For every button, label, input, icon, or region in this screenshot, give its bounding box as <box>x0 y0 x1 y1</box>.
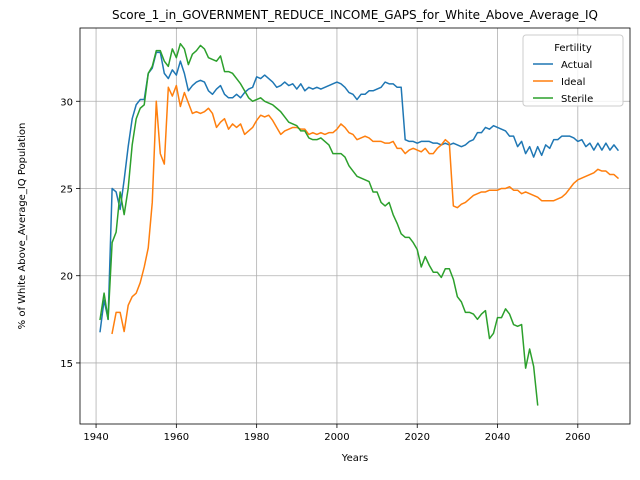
legend: Fertility Actual Ideal Sterile <box>522 34 624 107</box>
x-tick-label: 2020 <box>404 432 429 443</box>
x-tick-label: 2040 <box>485 432 510 443</box>
legend-box <box>522 34 624 107</box>
y-tick-label: 30 <box>60 97 73 108</box>
legend-entries: Actual Ideal Sterile <box>533 60 593 105</box>
series-lines <box>99 42 620 406</box>
y-tick-label: 20 <box>60 272 73 283</box>
legend-title: Fertility <box>554 43 592 54</box>
plot-area-frame <box>79 27 631 425</box>
x-axis-ticks: 1940 1960 1980 2000 2020 2040 2060 <box>83 424 591 443</box>
legend-label-ideal: Ideal <box>561 77 585 88</box>
x-tick-label: 2060 <box>565 432 590 443</box>
y-axis-ticks: 15 20 25 30 <box>60 97 80 370</box>
legend-label-sterile: Sterile <box>561 94 593 105</box>
y-tick-label: 25 <box>60 184 73 195</box>
y-axis-label: % of White Above_Average_IQ Population <box>17 123 28 330</box>
x-axis-label: Years <box>341 453 368 464</box>
series-line-actual <box>99 51 620 333</box>
x-tick-label: 1980 <box>244 432 269 443</box>
x-tick-label: 1940 <box>83 432 108 443</box>
y-tick-label: 15 <box>60 359 73 370</box>
chart-title: Score_1_in_GOVERNMENT_REDUCE_INCOME_GAPS… <box>112 8 598 22</box>
legend-label-actual: Actual <box>561 60 592 71</box>
series-line-sterile <box>99 42 539 406</box>
series-line-ideal <box>111 84 620 335</box>
x-tick-label: 2000 <box>324 432 349 443</box>
x-tick-label: 1960 <box>164 432 189 443</box>
